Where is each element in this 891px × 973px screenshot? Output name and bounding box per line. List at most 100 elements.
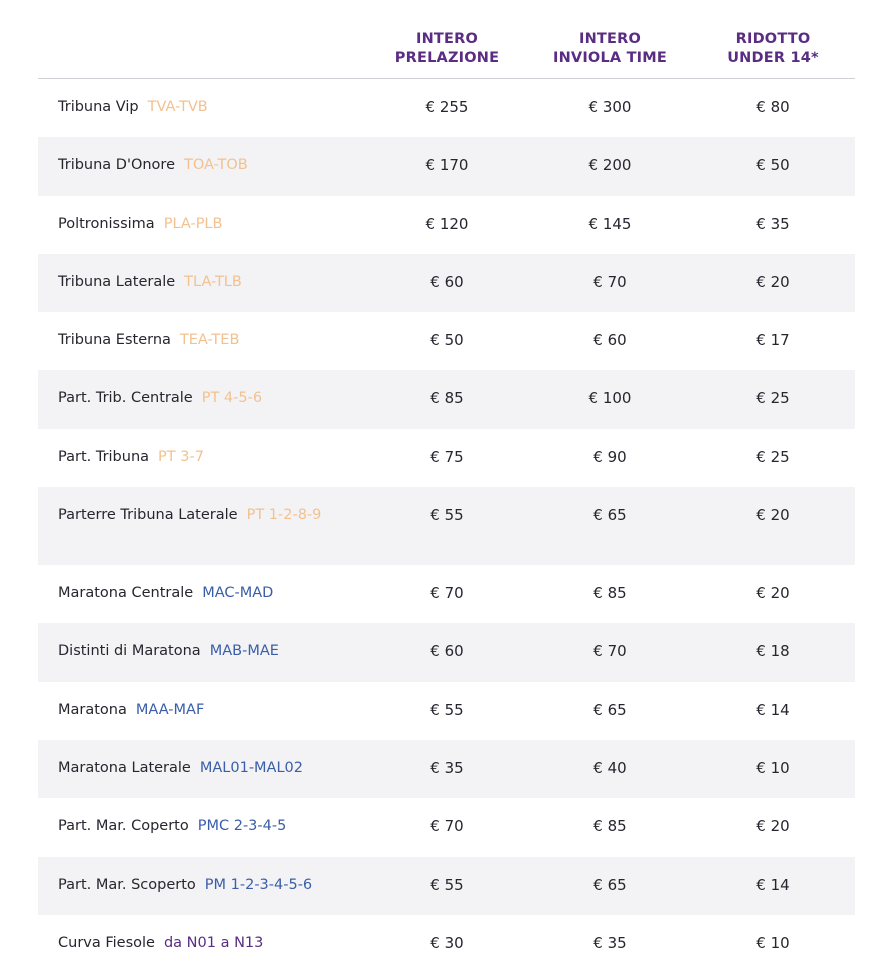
header-intero-prelazione: INTERO PRELAZIONE: [394, 31, 500, 66]
price-intero-inviola-time: € 85: [593, 584, 627, 603]
table-header: INTERO PRELAZIONE INTERO INVIOLA TIME RI…: [38, 0, 855, 79]
sector-code: MAA-MAF: [135, 701, 205, 718]
price-intero-inviola-time: € 90: [593, 447, 627, 466]
table-row: Distinti di Maratona MAB-MAE € 60 € 70 € 18: [38, 623, 855, 682]
table-row: Tribuna Vip TVA-TVB € 255 € 300 € 80: [38, 79, 855, 137]
price-table: INTERO PRELAZIONE INTERO INVIOLA TIME RI…: [38, 0, 855, 973]
table-row: Part. Mar. Coperto PMC 2-3-4-5 € 70 € 85 € 2…: [38, 798, 855, 856]
sector-name: Maratona: [58, 701, 127, 718]
sector-code: PT 4-5-6: [201, 390, 263, 407]
sector-cell: Tribuna Laterale TLA-TLB: [58, 273, 358, 292]
sector-name: Tribuna Vip: [58, 99, 139, 115]
sector-cell: Curva Fiesole da N01 a N13: [58, 934, 358, 953]
price-ridotto: € 80: [756, 98, 790, 116]
price-intero-inviola-time: € 70: [593, 642, 627, 661]
price-intero-prelazione: € 70: [430, 584, 464, 603]
sector-cell: Distinti di Maratona MAB-MAE: [58, 642, 358, 661]
price-intero-inviola-time: € 65: [593, 700, 627, 719]
table-body: Tribuna Vip TVA-TVB € 255 € 300 € 80 Tribuna …: [38, 79, 855, 973]
price-ridotto: € 25: [756, 389, 790, 408]
sector-name: Distinti di Maratona: [58, 643, 201, 660]
price-intero-inviola-time: € 65: [593, 506, 627, 525]
price-intero-prelazione: € 255: [425, 98, 469, 116]
sector-name: Part. Mar. Scoperto: [58, 876, 196, 893]
sector-code: TEA-TEB: [179, 332, 240, 349]
sector-code: TOA-TOB: [183, 157, 248, 174]
sector-code: PT 1-2-8-9: [246, 507, 322, 524]
sector-code: PM 1-2-3-4-5-6: [204, 876, 313, 893]
table-row: Tribuna Laterale TLA-TLB € 60 € 70 € 20: [38, 253, 855, 313]
table-row: Part. Trib. Centrale PT 4-5-6 € 85 € 100 € 2…: [38, 370, 855, 429]
sector-name: Maratona Laterale: [58, 759, 191, 776]
table-row: Maratona MAA-MAF € 55 € 65 € 14: [38, 682, 855, 740]
price-intero-prelazione: € 60: [430, 272, 464, 291]
sector-code: PT 3-7: [158, 448, 204, 465]
table-row: Part. Tribuna PT 3-7 € 75 € 90 € 25: [38, 429, 855, 487]
sector-cell: Tribuna D'Onore TOA-TOB: [58, 156, 358, 175]
price-ridotto: € 20: [756, 272, 790, 291]
price-intero-prelazione: € 55: [430, 700, 464, 719]
table-row: Tribuna D'Onore TOA-TOB € 170 € 200 € 50: [38, 137, 855, 196]
price-intero-prelazione: € 55: [430, 875, 464, 894]
sector-cell: Part. Trib. Centrale PT 4-5-6: [58, 389, 358, 408]
sector-cell: Maratona Centrale MAC-MAD: [58, 584, 358, 603]
sector-cell: Poltronissima PLA-PLB: [58, 215, 358, 234]
price-intero-prelazione: € 170: [425, 156, 469, 175]
price-intero-prelazione: € 70: [430, 817, 464, 836]
table-row: Tribuna Esterna TEA-TEB € 50 € 60 € 17: [38, 312, 855, 370]
price-intero-inviola-time: € 60: [593, 331, 627, 350]
price-intero-inviola-time: € 300: [588, 98, 632, 116]
price-ridotto: € 10: [756, 933, 790, 952]
price-intero-inviola-time: € 85: [593, 817, 627, 836]
table-row: Maratona Laterale MAL01-MAL02 € 35 € 40 € 10: [38, 739, 855, 799]
table-row: Curva Fiesole da N01 a N13 € 30 € 35 € 10: [38, 915, 855, 973]
price-intero-inviola-time: € 65: [593, 875, 627, 894]
sector-code: TVA-TVB: [147, 99, 208, 115]
sector-name: Parterre Tribuna Laterale: [58, 507, 238, 524]
price-ridotto: € 14: [756, 875, 790, 894]
price-ridotto: € 14: [756, 700, 790, 719]
price-ridotto: € 20: [756, 506, 790, 525]
price-ridotto: € 35: [756, 214, 790, 233]
sector-code: PMC 2-3-4-5: [197, 818, 287, 835]
table-row: Maratona Centrale MAC-MAD € 70 € 85 € 20: [38, 565, 855, 623]
sector-name: Tribuna Laterale: [58, 273, 176, 290]
sector-name: Part. Trib. Centrale: [58, 390, 193, 407]
price-ridotto: € 50: [756, 156, 790, 175]
price-intero-inviola-time: € 200: [588, 156, 632, 175]
header-intero-inviola-time: INTERO INVIOLA TIME: [552, 31, 667, 66]
price-intero-prelazione: € 75: [430, 447, 464, 466]
sector-code: MAB-MAE: [209, 643, 279, 660]
price-intero-inviola-time: € 40: [593, 758, 627, 777]
sector-cell: Part. Mar. Scoperto PM 1-2-3-4-5-6: [58, 876, 358, 895]
price-intero-inviola-time: € 35: [593, 933, 627, 952]
sector-cell: Tribuna Vip TVA-TVB: [58, 98, 358, 117]
sector-code: MAL01-MAL02: [199, 759, 304, 776]
sector-cell: Tribuna Esterna TEA-TEB: [58, 331, 358, 350]
price-ridotto: € 20: [756, 817, 790, 836]
sector-code: MAC-MAD: [202, 585, 274, 602]
sector-name: Tribuna Esterna: [58, 332, 171, 349]
sector-name: Tribuna D'Onore: [58, 157, 175, 174]
sector-code: TLA-TLB: [184, 273, 242, 290]
price-intero-prelazione: € 35: [430, 758, 464, 777]
price-ridotto: € 10: [756, 758, 790, 777]
price-intero-prelazione: € 60: [430, 642, 464, 661]
price-ridotto: € 17: [756, 331, 790, 350]
price-ridotto: € 25: [756, 447, 790, 466]
sector-cell: Part. Tribuna PT 3-7: [58, 448, 358, 467]
sector-name: Poltronissima: [58, 215, 155, 232]
price-intero-prelazione: € 55: [430, 506, 464, 525]
price-intero-prelazione: € 120: [425, 214, 469, 233]
price-intero-inviola-time: € 70: [593, 272, 627, 291]
header-ridotto-under-14: RIDOTTO UNDER 14*: [727, 31, 819, 66]
table-row: Parterre Tribuna Laterale PT 1-2-8-9 € 55 €…: [38, 487, 855, 566]
price-intero-inviola-time: € 145: [588, 214, 632, 233]
price-intero-prelazione: € 50: [430, 331, 464, 350]
price-intero-prelazione: € 30: [430, 933, 464, 952]
sector-cell: Parterre Tribuna Laterale PT 1-2-8-9: [58, 506, 358, 525]
sector-name: Maratona Centrale: [58, 585, 194, 602]
table-row: Part. Mar. Scoperto PM 1-2-3-4-5-6 € 55 € 6…: [38, 856, 855, 915]
price-intero-prelazione: € 85: [430, 389, 464, 408]
price-ridotto: € 18: [756, 642, 790, 661]
